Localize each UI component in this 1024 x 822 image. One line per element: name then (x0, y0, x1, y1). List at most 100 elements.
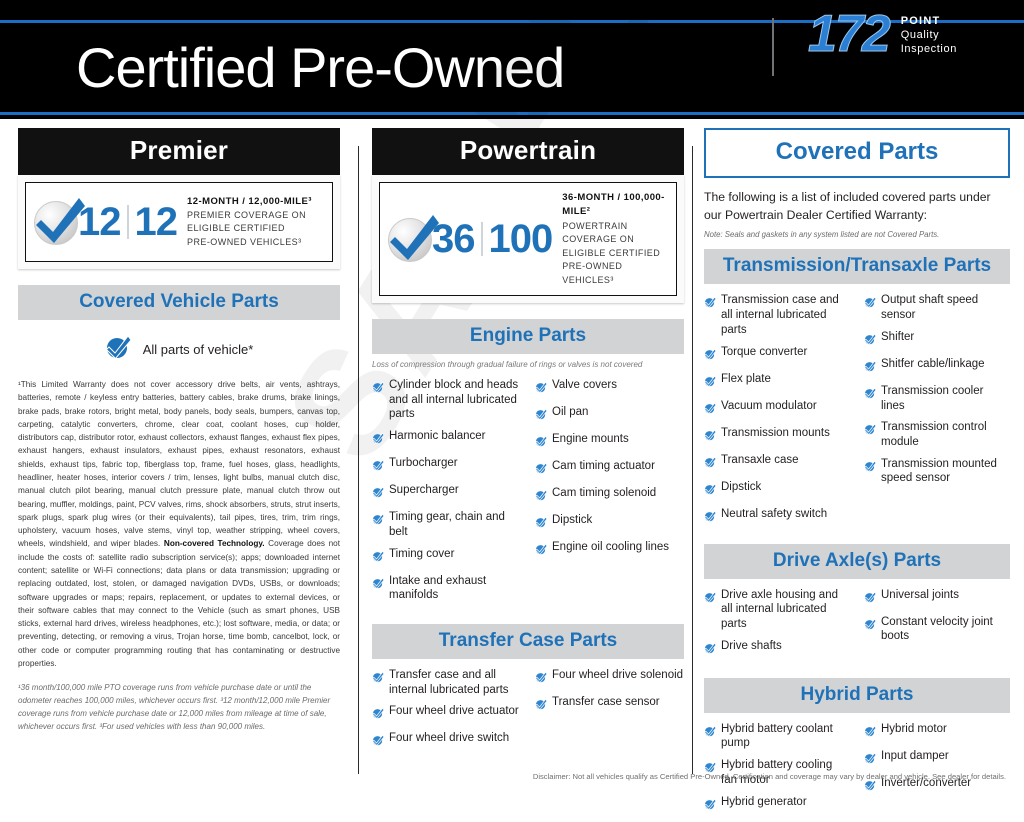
engine-parts-right: Valve covers Oil pan Engine mounts Cam timi… (535, 378, 684, 610)
check-bullet-icon (372, 380, 385, 398)
list-item-label: Transaxle case (721, 453, 799, 466)
check-bullet-icon (535, 542, 548, 560)
premier-banner: Premier (18, 128, 340, 175)
list-item-label: Transfer case and all internal lubricate… (389, 669, 509, 696)
inspection-badge-line3: Inspection (900, 43, 957, 56)
check-bullet-icon (704, 590, 717, 608)
list-item-label: Engine oil cooling lines (552, 541, 669, 553)
list-item: Transmission case and all internal lubri… (704, 293, 850, 337)
list-item: Four wheel drive actuator (372, 704, 521, 724)
check-bullet-icon (704, 641, 717, 659)
list-item: Cam timing actuator (535, 459, 684, 479)
check-bullet-icon (864, 617, 877, 635)
list-item: Hybrid generator (704, 795, 850, 815)
list-item-label: Intake and exhaust manifolds (389, 574, 487, 602)
list-item-label: Oil pan (552, 406, 589, 418)
check-bullet-icon (372, 431, 385, 449)
list-item-label: Hybrid generator (721, 795, 807, 808)
list-item: Hybrid battery coolant pump (704, 722, 850, 751)
list-item-label: Transmission mounted speed sensor (881, 457, 997, 485)
transmission-left: Transmission case and all internal lubri… (704, 293, 850, 533)
list-item-label: Transfer case sensor (552, 696, 660, 709)
list-item: Drive axle housing and all internal lubr… (704, 588, 850, 632)
all-parts-row: All parts of vehicle* (18, 334, 340, 364)
check-bullet-icon (535, 461, 548, 479)
list-item-label: Dipstick (721, 480, 762, 493)
covered-parts-note: Note: Seals and gaskets in any system li… (704, 230, 940, 240)
check-bullet-icon (864, 295, 877, 313)
list-item-label: Cam timing actuator (552, 460, 655, 472)
check-bullet-icon (704, 374, 717, 392)
powertrain-term-line2: POWERTRAIN COVERAGE ON (562, 220, 635, 245)
list-item: Hybrid motor (864, 722, 1010, 742)
premier-terms: 12-MONTH / 12,000-MILE³ PREMIER COVERAGE… (187, 195, 312, 250)
list-item-label: Shifter (881, 330, 915, 343)
page-disclaimer: Disclaimer: Not all vehicles qualify as … (532, 772, 1006, 781)
list-item: Transfer case sensor (535, 695, 684, 715)
list-item: Engine oil cooling lines (535, 540, 684, 560)
check-bullet-icon (535, 697, 548, 715)
list-item: Hybrid battery cooling fan motor (704, 758, 850, 787)
list-item: Flex plate (704, 372, 850, 392)
check-bullet-icon (535, 488, 548, 506)
list-item-label: Four wheel drive actuator (389, 705, 519, 718)
list-item-label: Transmission cooler lines (881, 384, 984, 412)
check-bullet-icon (535, 670, 548, 688)
checkmark-icon (105, 334, 132, 364)
list-item-label: Transmission mounts (721, 426, 830, 439)
checkmark-icon (388, 215, 439, 262)
list-item: Shifter (864, 330, 1010, 350)
drive-axle-parts-lists: Drive axle housing and all internal lubr… (704, 588, 1010, 666)
premier-term-line4: PRE-OWNED VEHICLES³ (187, 236, 302, 247)
premier-term-line2: PREMIER COVERAGE ON (187, 209, 307, 220)
powertrain-terms: 36-MONTH / 100,000-MILE² POWERTRAIN COVE… (562, 191, 670, 287)
premier-term-line3: ELIGIBLE CERTIFIED (187, 223, 285, 234)
list-item: Turbocharger (372, 456, 521, 476)
engine-parts-left: Cylinder block and heads and all interna… (372, 378, 521, 610)
list-item: Cylinder block and heads and all interna… (372, 378, 521, 422)
list-item-label: Shitfer cable/linkage (881, 357, 985, 370)
list-item-label: Transmission control module (881, 421, 987, 448)
transfer-case-parts-heading: Transfer Case Parts (372, 624, 684, 660)
check-bullet-icon (864, 332, 877, 350)
list-item-label: Neutral safety switch (721, 507, 828, 520)
premier-term-line1: 12-MONTH / 12,000-MILE³ (187, 195, 312, 207)
list-item: Transaxle case (704, 453, 850, 473)
premier-column: Premier 12 12 12-MONTH / 1 (18, 128, 340, 733)
list-item-label: Valve covers (552, 379, 617, 391)
list-item: Constant velocity joint boots (864, 615, 1010, 644)
check-bullet-icon (864, 724, 877, 742)
page-title: Certified Pre-Owned (76, 36, 565, 99)
check-bullet-icon (372, 576, 385, 594)
list-item-label: Harmonic balancer (389, 430, 486, 443)
list-item: Four wheel drive switch (372, 731, 521, 751)
list-item-label: Universal joints (881, 588, 959, 601)
list-item: Timing gear, chain and belt (372, 510, 521, 539)
powertrain-term-line3: ELIGIBLE CERTIFIED (562, 247, 661, 258)
list-item-label: Drive shafts (721, 639, 782, 652)
non-covered-technology-label: Non-covered Technology. (163, 539, 265, 549)
hybrid-parts-heading: Hybrid Parts (704, 677, 1010, 713)
transfer-case-left: Transfer case and all internal lubricate… (372, 668, 521, 758)
powertrain-term-line4: PRE-OWNED VEHICLES³ (562, 261, 623, 285)
number-separator (126, 205, 129, 239)
list-item: Harmonic balancer (372, 429, 521, 449)
list-item: Output shaft speed sensor (864, 293, 1010, 322)
check-bullet-icon (372, 733, 385, 751)
list-item: Supercharger (372, 483, 521, 503)
transmission-parts-heading: Transmission/Transaxle Parts (704, 249, 1010, 285)
inspection-badge-line2: Quality (900, 29, 940, 42)
list-item: Shitfer cable/linkage (864, 357, 1010, 377)
list-item-label: Supercharger (389, 484, 459, 497)
non-covered-technology-text: Coverage does not include the costs of: … (18, 539, 340, 668)
list-item: Input damper (864, 749, 1010, 769)
list-item: Universal joints (864, 588, 1010, 608)
check-bullet-icon (704, 401, 717, 419)
check-bullet-icon (704, 724, 717, 742)
column-divider-2 (692, 146, 693, 774)
check-bullet-icon (864, 386, 877, 404)
list-item-label: Dipstick (552, 514, 593, 526)
transmission-right: Output shaft speed sensor Shifter Shitfer … (864, 293, 1010, 533)
list-item-label: Turbocharger (389, 457, 458, 470)
